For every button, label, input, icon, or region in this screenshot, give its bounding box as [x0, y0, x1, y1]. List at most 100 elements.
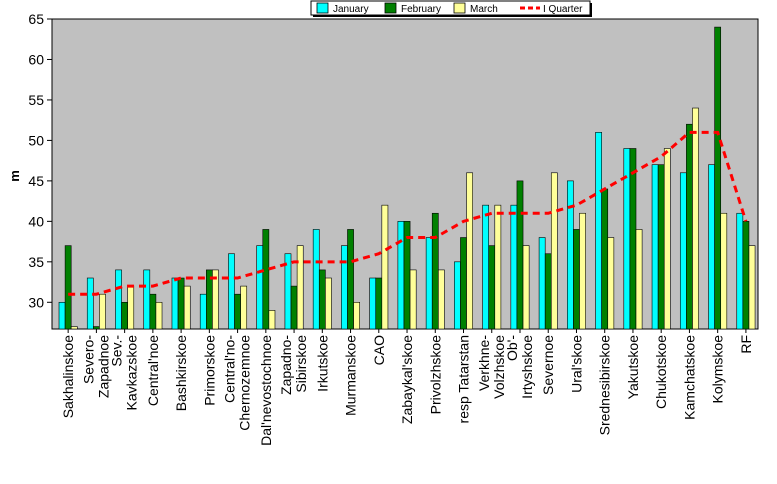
bar-february [121, 301, 128, 330]
x-tick-label: Kamchatskoe [681, 335, 697, 420]
bar-january [397, 221, 405, 330]
x-tick-label: CAO [371, 335, 387, 365]
x-tick-label: Central'no-Chernozemnoe [222, 335, 253, 431]
bar-february [714, 26, 722, 330]
x-tick-label: Verkhne-Volzhskoe [476, 335, 507, 399]
y-axis-label: m [7, 170, 22, 182]
bar-february [318, 269, 326, 330]
bar-february [573, 229, 580, 330]
bar-february [629, 148, 637, 330]
bar-january [651, 164, 659, 330]
bar-january [115, 269, 122, 330]
x-tick-label: Central'noe [145, 335, 161, 406]
bar-january [510, 204, 518, 330]
bar-february [375, 277, 383, 330]
bar-january [736, 212, 744, 330]
bar-february [657, 164, 665, 330]
bar-march [70, 326, 78, 330]
bar-march [155, 301, 163, 330]
bar-february [544, 253, 552, 330]
legend-item-january: January [333, 4, 369, 15]
bar-january [454, 261, 461, 330]
x-tick-label: resp Tatarstan [456, 335, 472, 423]
bar-february [177, 277, 185, 330]
bar-february [64, 245, 72, 330]
x-tick-label: Severnoe [540, 335, 556, 395]
bar-february [516, 180, 524, 330]
bar-january [538, 237, 546, 330]
x-tick-label: Yakutskoe [625, 335, 641, 400]
bar-march [240, 285, 248, 330]
bar-february [262, 229, 270, 330]
x-tick-label: Zabaykal'skoe [399, 335, 415, 424]
bar-january [567, 180, 574, 330]
bar-january [623, 148, 631, 330]
bar-march [663, 148, 671, 330]
legend-item-march: March [470, 4, 498, 15]
legend [310, 0, 591, 16]
y-tick-label: 35 [28, 254, 44, 270]
y-tick-label: 55 [28, 92, 44, 108]
x-tick-label: Irkutskoe [314, 335, 330, 392]
bar-march [466, 172, 473, 330]
bar-march [99, 293, 106, 330]
bar-january [679, 172, 687, 330]
bar-january [171, 277, 179, 330]
bar-march [296, 245, 304, 330]
bar-january [256, 245, 264, 330]
bar-january [708, 164, 715, 330]
bar-february [488, 245, 496, 330]
bar-march [409, 269, 417, 330]
x-tick-label: Sev.-Kavkazskoe [109, 335, 140, 411]
bar-march [268, 310, 276, 330]
y-tick-label: 45 [28, 173, 44, 189]
bar-january [86, 277, 94, 330]
y-tick-label: 60 [28, 51, 44, 67]
bar-february [431, 212, 439, 330]
x-tick-label: Primorskoe [201, 335, 217, 406]
x-tick-label: Ob'-Irtyshskoe [504, 335, 535, 399]
bar-february [149, 293, 157, 330]
y-tick-label: 65 [28, 11, 44, 27]
bar-march [494, 204, 502, 330]
x-tick-label: Ural'skoe [568, 335, 584, 393]
bar-march [692, 107, 699, 330]
x-tick-label: RF [738, 335, 754, 354]
line-i-quarter [68, 130, 748, 296]
bar-january [143, 269, 151, 330]
bar-march [127, 285, 135, 330]
legend-item-january-swatch [316, 2, 329, 14]
bar-march [635, 229, 643, 330]
bar-march [183, 285, 191, 330]
bar-march [550, 172, 558, 330]
bar-march [381, 204, 389, 330]
bar-march [353, 301, 361, 330]
bar-march [438, 269, 445, 330]
bar-march [607, 237, 615, 330]
x-tick-label: Srednesibirskoe [597, 335, 613, 436]
bar-march [212, 269, 219, 330]
bar-january [369, 277, 377, 330]
legend-item-march-swatch [453, 2, 466, 14]
bar-february [347, 229, 354, 330]
y-tick-label: 30 [28, 294, 44, 310]
bar-february [290, 285, 298, 330]
bar-january [228, 253, 235, 330]
x-tick-label: Severo-Zapadnoe [80, 335, 111, 398]
bar-january [341, 245, 348, 330]
legend-item-february-swatch [384, 2, 397, 14]
bar-january [312, 229, 320, 330]
bar-february [93, 326, 100, 330]
x-tick-label: Murmanskoe [343, 335, 359, 416]
x-tick-label: Kolymskoe [710, 335, 726, 404]
x-tick-label: Privolzhskoe [427, 335, 443, 415]
bar-march [720, 212, 728, 330]
legend-item-february: February [401, 4, 441, 15]
legend-item-i-quarter: I Quarter [543, 4, 583, 15]
x-tick-label: Zapadno-Sibirskoe [278, 335, 309, 395]
bar-march [522, 245, 530, 330]
x-tick-label: Dal'nevostochnoe [258, 335, 274, 446]
x-tick-label: Sakhalinskoe [60, 335, 76, 418]
